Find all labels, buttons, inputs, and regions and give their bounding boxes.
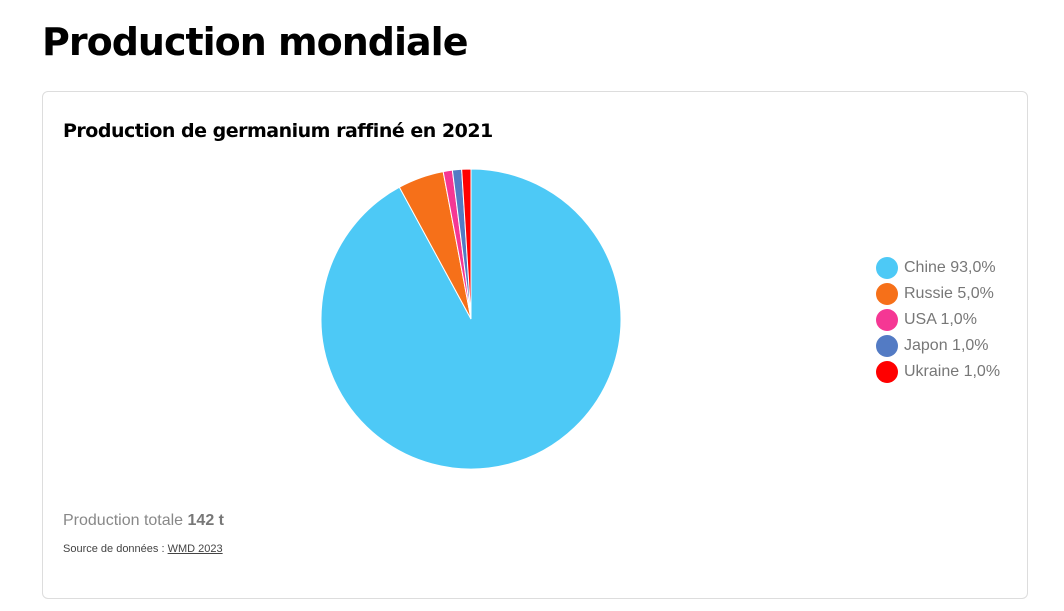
legend-label: Chine 93,0% [904, 259, 996, 276]
legend-item[interactable]: Ukraine 1,0% [876, 359, 1000, 385]
legend: Chine 93,0% Russie 5,0% USA 1,0% Japon 1,0%… [876, 255, 1000, 385]
legend-item[interactable]: Japon 1,0% [876, 333, 1000, 359]
legend-label: USA 1,0% [904, 311, 977, 328]
legend-item[interactable]: USA 1,0% [876, 307, 1000, 333]
legend-swatch [876, 361, 898, 383]
source-label: Source de données : [63, 543, 165, 555]
chart-card: Production de germanium raffiné en 2021 … [42, 91, 1028, 599]
pie-chart [320, 168, 622, 470]
legend-swatch [876, 309, 898, 331]
data-source: Source de données : WMD 2023 [63, 543, 223, 555]
source-link[interactable]: WMD 2023 [167, 543, 223, 555]
legend-swatch [876, 283, 898, 305]
legend-swatch [876, 257, 898, 279]
legend-item[interactable]: Russie 5,0% [876, 281, 1000, 307]
legend-label: Russie 5,0% [904, 285, 994, 302]
legend-label: Ukraine 1,0% [904, 363, 1001, 380]
chart-title: Production de germanium raffiné en 2021 [63, 120, 493, 142]
legend-item[interactable]: Chine 93,0% [876, 255, 1000, 281]
legend-swatch [876, 335, 898, 357]
page-title: Production mondiale [42, 20, 468, 64]
total-production: Production totale 142 t [63, 512, 224, 530]
legend-label: Japon 1,0% [904, 337, 989, 354]
total-label: Production totale [63, 512, 184, 529]
total-value: 142 t [187, 512, 224, 529]
pie-slice-ukraine[interactable] [461, 168, 472, 320]
